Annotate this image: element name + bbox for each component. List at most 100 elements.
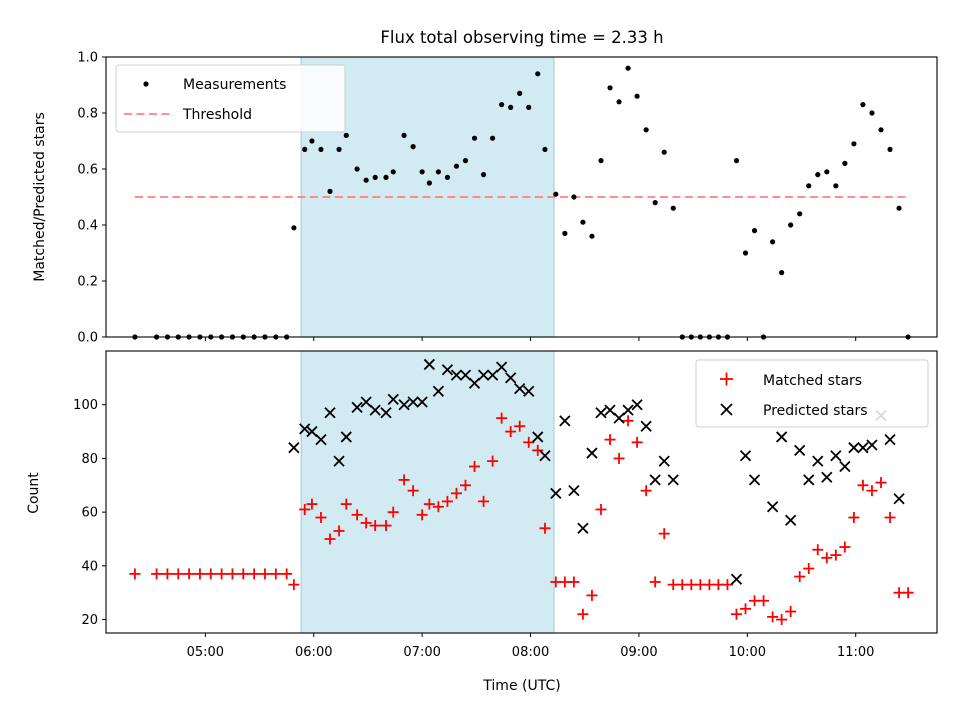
- matched-star-point: [380, 520, 392, 532]
- measurement-point: [779, 270, 785, 276]
- matched-star-point: [631, 436, 643, 448]
- matched-star-point: [306, 498, 318, 510]
- ratio-ytick-label: 0.4: [77, 219, 98, 234]
- matched-star-point: [432, 501, 444, 513]
- predicted-star-point: [514, 382, 526, 395]
- matched-star-point: [613, 452, 625, 464]
- matched-star-point: [496, 412, 508, 424]
- measurement-point: [878, 127, 884, 133]
- legend-predicted-label: Predicted stars: [763, 403, 868, 419]
- measurement-point: [410, 144, 416, 150]
- predicted-star-point: [495, 361, 508, 373]
- predicted-star-point: [730, 573, 743, 585]
- measurement-point: [508, 104, 514, 110]
- predicted-star-point: [830, 450, 842, 462]
- matched-star-point: [622, 415, 634, 427]
- measurement-point: [571, 194, 577, 200]
- predicted-star-point: [622, 404, 634, 416]
- counts-axes-frame: [105, 350, 938, 634]
- measurement-point: [842, 160, 848, 166]
- measurement-point: [851, 141, 857, 147]
- predicted-star-point: [505, 372, 517, 384]
- predicted-star-point: [595, 407, 607, 419]
- measurement-point: [489, 135, 496, 141]
- predicted-star-point: [468, 377, 481, 389]
- measurement-point: [643, 127, 649, 133]
- matched-star-point: [568, 576, 580, 588]
- predicted-star-point: [640, 420, 652, 432]
- counts-ytick-label: 40: [81, 559, 98, 574]
- counts-legend: Matched stars Predicted stars: [695, 359, 929, 428]
- counts-points: [129, 358, 914, 626]
- matched-star-point: [875, 477, 887, 489]
- x-tick-label: 07:00: [403, 645, 440, 660]
- x-tick-label: 11:00: [837, 645, 874, 660]
- ratio-ytick-label: 0.8: [77, 107, 98, 122]
- x-tick-label: 10:00: [729, 645, 766, 660]
- predicted-star-point: [306, 425, 318, 438]
- predicted-star-point: [360, 396, 372, 408]
- ratio-ylabel: Matched/Predicted stars: [32, 112, 48, 282]
- legend-matched-label: Matched stars: [763, 373, 862, 389]
- matched-star-point: [387, 506, 399, 518]
- matched-star-point: [333, 525, 345, 537]
- measurement-point: [401, 132, 407, 138]
- matched-star-point: [226, 568, 238, 580]
- matched-star-point: [459, 479, 471, 491]
- matched-star-point: [649, 576, 661, 588]
- predicted-star-point: [586, 447, 598, 459]
- matched-star-point: [151, 568, 163, 580]
- measurement-point: [598, 158, 604, 164]
- measurement-point: [742, 250, 749, 256]
- legend-matched-marker: [720, 372, 733, 386]
- measurement-point: [562, 230, 568, 236]
- matched-star-point: [248, 568, 260, 580]
- matched-star-point: [172, 568, 184, 580]
- measurement-point: [869, 110, 875, 116]
- predicted-star-point: [658, 455, 670, 467]
- legend-measurements-marker: [143, 81, 149, 87]
- matched-star-point: [794, 571, 806, 583]
- ratio-ytick-label: 0.2: [77, 275, 98, 290]
- matched-star-point: [604, 434, 616, 446]
- matched-star-point: [839, 541, 851, 553]
- measurement-point: [833, 183, 839, 189]
- measurement-point: [453, 163, 460, 169]
- legend-predicted-marker: [720, 403, 733, 416]
- matched-star-point: [216, 568, 228, 580]
- measurement-point: [661, 149, 667, 155]
- matched-star-point: [129, 568, 141, 580]
- predicted-star-point: [333, 455, 345, 467]
- predicted-star-point: [794, 444, 806, 457]
- measurement-point: [616, 99, 622, 105]
- measurement-point: [733, 158, 740, 164]
- predicted-star-point: [351, 401, 363, 414]
- matched-star-point: [351, 509, 363, 521]
- matched-star-point: [259, 568, 271, 580]
- matched-star-point: [785, 606, 797, 618]
- matched-star-point: [730, 608, 742, 620]
- measurement-point: [806, 183, 812, 189]
- measurement-point: [471, 135, 478, 141]
- predicted-star-point: [893, 493, 905, 505]
- counts-ytick-label: 60: [81, 506, 98, 521]
- legend-measurements-label: Measurements: [183, 77, 286, 93]
- predicted-star-point: [477, 369, 490, 381]
- predicted-star-point: [459, 369, 472, 381]
- predicted-star-point: [577, 522, 589, 534]
- chart-title: Flux total observing time = 2.33 h: [380, 28, 663, 47]
- predicted-star-point: [884, 433, 896, 446]
- predicted-star-point: [631, 399, 643, 411]
- matched-star-point: [423, 498, 435, 510]
- measurement-point: [390, 169, 396, 175]
- matched-star-point: [758, 595, 770, 607]
- predicted-star-point: [748, 474, 761, 486]
- measurement-point: [309, 138, 315, 144]
- measurement-point: [634, 93, 640, 99]
- predicted-star-point: [613, 412, 625, 424]
- predicted-star-point: [848, 442, 860, 454]
- predicted-star-point: [667, 474, 679, 486]
- measurement-point: [291, 225, 297, 231]
- matched-star-point: [740, 603, 752, 615]
- matched-star-point: [281, 568, 293, 580]
